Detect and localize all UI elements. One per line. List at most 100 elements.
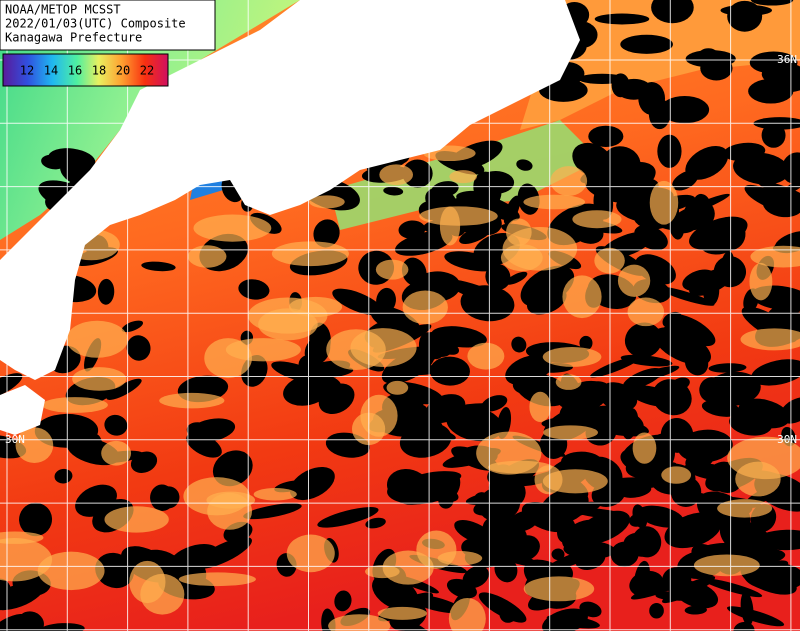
cloud — [657, 286, 715, 306]
cloud — [670, 377, 690, 391]
warm-patch — [542, 347, 602, 367]
warm-patch — [309, 195, 345, 209]
cloud — [493, 473, 509, 504]
cloud — [704, 371, 761, 407]
cloud — [588, 125, 624, 147]
warm-patch — [617, 264, 651, 297]
cloud — [41, 154, 66, 170]
cloud — [632, 526, 662, 558]
colorbar-label: 22 — [140, 64, 154, 78]
cloud — [465, 489, 524, 505]
header-line: NOAA/METOP MCSST — [5, 3, 121, 17]
island — [0, 385, 45, 435]
warm-patch — [562, 275, 602, 319]
warm-patch — [627, 297, 665, 327]
warm-patch — [448, 597, 486, 631]
warm-patch — [15, 427, 54, 464]
cloud — [655, 591, 700, 601]
header-line: Kanagawa Prefecture — [5, 31, 142, 45]
cloud — [429, 356, 470, 386]
warm-patch — [467, 342, 505, 370]
cloud — [104, 414, 128, 436]
cloud — [485, 263, 511, 290]
lat-label: 36N — [777, 53, 797, 66]
cloud — [598, 382, 638, 412]
cloud — [622, 367, 663, 390]
cloud — [317, 507, 379, 528]
warm-patch — [649, 180, 679, 225]
warm-patch — [183, 477, 250, 516]
colorbar — [2, 53, 169, 87]
header-box — [0, 0, 216, 51]
cloud — [619, 483, 652, 498]
warm-patch — [101, 440, 132, 466]
cloud — [459, 225, 492, 245]
cloud — [126, 335, 151, 361]
cloud — [97, 278, 115, 305]
warm-patch — [365, 565, 400, 579]
cloud — [499, 603, 518, 623]
warm-patch — [632, 432, 657, 464]
warm-patch — [555, 374, 582, 390]
cloud — [603, 146, 641, 178]
cloud — [571, 507, 628, 519]
cloud — [376, 287, 396, 314]
cloud — [740, 564, 797, 595]
cloud — [551, 548, 565, 561]
cloud — [637, 505, 684, 528]
warm-patch — [328, 614, 391, 631]
header-line: 2022/01/03(UTC) Composite — [5, 17, 186, 31]
cloud — [383, 186, 404, 196]
cloud — [321, 608, 336, 631]
cloud — [121, 320, 144, 333]
cloud — [510, 535, 540, 561]
warm-patch — [0, 538, 53, 582]
cloud — [667, 313, 716, 347]
warm-patch — [487, 460, 553, 474]
warm-patch — [437, 551, 483, 566]
warm-patch — [534, 465, 563, 495]
cloud — [0, 373, 23, 400]
warm-patch — [159, 392, 225, 409]
cloud — [700, 55, 733, 81]
cloud — [781, 152, 800, 184]
colorbar-label: 18 — [92, 64, 106, 78]
cloud — [750, 0, 794, 6]
cloud — [401, 257, 427, 287]
cloud — [761, 122, 786, 148]
warm-patch — [750, 245, 800, 268]
warm-patch — [193, 214, 272, 242]
warm-patch — [187, 245, 227, 268]
cloud — [657, 134, 682, 168]
warm-patch — [661, 466, 692, 484]
cloud — [238, 279, 270, 300]
colorbar-label: 12 — [20, 64, 34, 78]
cloud — [684, 350, 709, 376]
cloud — [75, 484, 117, 517]
cloud — [660, 95, 710, 124]
cloud — [516, 159, 533, 171]
cloud — [243, 503, 302, 520]
cloud — [620, 34, 673, 54]
warm-patch — [247, 297, 328, 334]
cloud — [462, 565, 489, 589]
warm-patch — [439, 206, 461, 246]
colorbar-label: 20 — [116, 64, 130, 78]
cloud — [106, 378, 142, 400]
cloud — [660, 418, 694, 453]
cloud — [0, 434, 27, 459]
cloud — [779, 397, 800, 424]
lat-label: 30N — [777, 433, 797, 446]
colorbar-label: 14 — [44, 64, 58, 78]
lat-label: 30N — [5, 433, 25, 446]
land — [0, 0, 580, 380]
warm-patch — [523, 576, 595, 602]
cloud — [431, 326, 487, 348]
cloud — [18, 611, 44, 631]
warm-patch — [41, 397, 108, 413]
cloud — [54, 468, 73, 484]
warm-patch — [572, 210, 622, 229]
warm-patch — [523, 194, 586, 210]
